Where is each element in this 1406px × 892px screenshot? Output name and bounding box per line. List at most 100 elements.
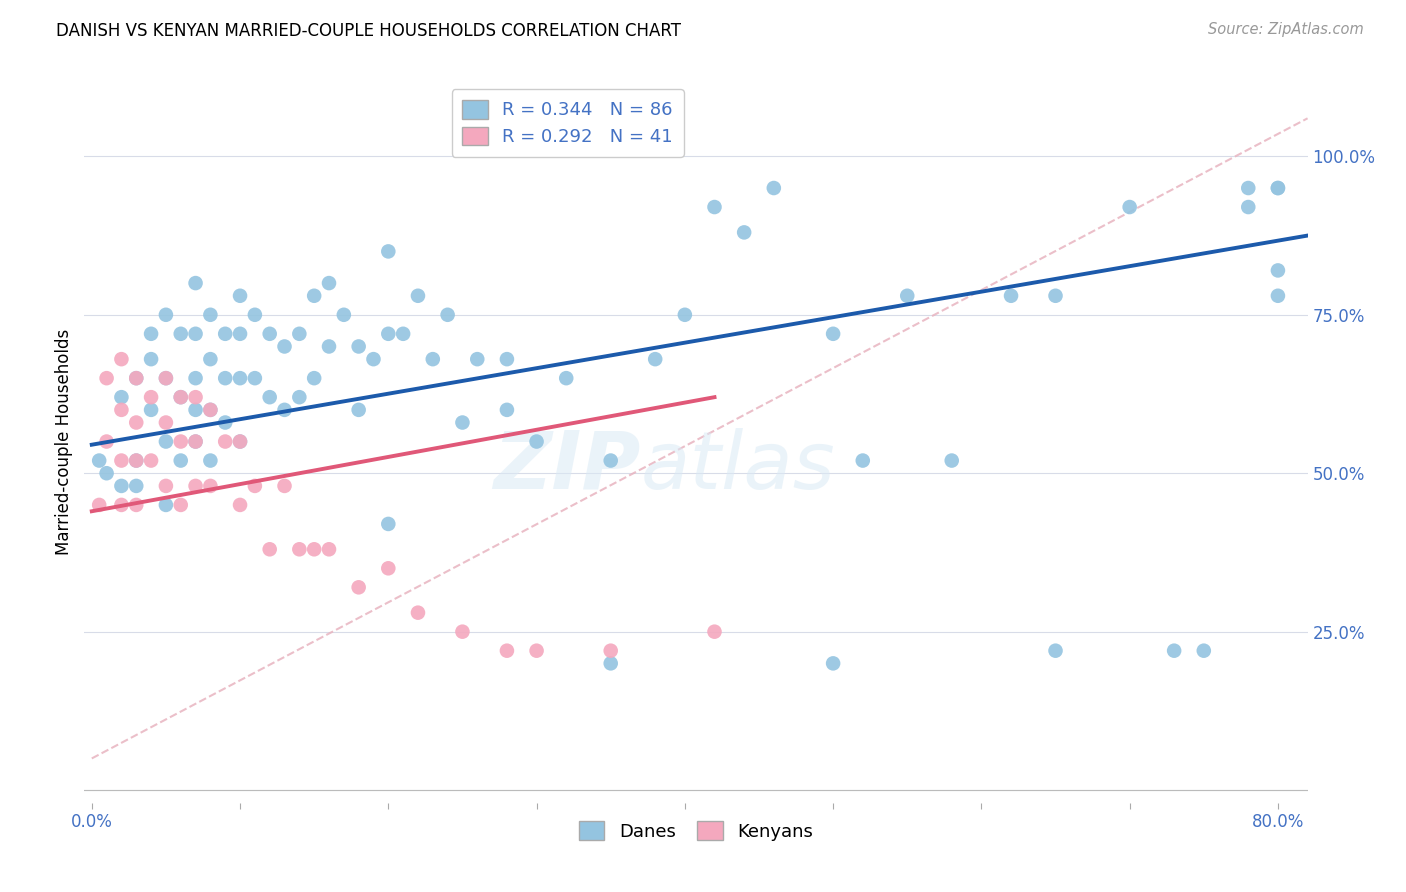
Text: atlas: atlas [641, 428, 835, 506]
Point [941, 453, 963, 467]
Point [347, 580, 370, 594]
Point [1163, 643, 1185, 657]
Text: Source: ZipAtlas.com: Source: ZipAtlas.com [1208, 22, 1364, 37]
Point [465, 352, 488, 367]
Point [155, 498, 177, 512]
Point [363, 352, 385, 367]
Point [318, 542, 340, 557]
Point [1045, 289, 1067, 303]
Point [200, 402, 222, 417]
Point [555, 371, 578, 385]
Point [139, 326, 162, 341]
Point [1267, 289, 1289, 303]
Point [110, 352, 132, 367]
Point [229, 326, 252, 341]
Point [377, 244, 399, 259]
Point [229, 289, 252, 303]
Point [170, 390, 193, 404]
Point [139, 453, 162, 467]
Point [318, 276, 340, 290]
Point [200, 308, 222, 322]
Point [110, 453, 132, 467]
Point [170, 390, 193, 404]
Point [96, 434, 118, 449]
Point [496, 352, 519, 367]
Point [243, 371, 266, 385]
Point [644, 352, 666, 367]
Point [526, 434, 548, 449]
Legend: Danes, Kenyans: Danes, Kenyans [572, 814, 820, 848]
Point [125, 479, 148, 493]
Point [184, 371, 207, 385]
Point [406, 606, 429, 620]
Point [259, 390, 281, 404]
Point [184, 402, 207, 417]
Point [200, 352, 222, 367]
Point [451, 624, 474, 639]
Point [288, 390, 311, 404]
Point [139, 352, 162, 367]
Point [214, 326, 236, 341]
Point [302, 542, 325, 557]
Point [436, 308, 458, 322]
Point [599, 453, 621, 467]
Point [125, 371, 148, 385]
Point [214, 434, 236, 449]
Point [1237, 181, 1260, 195]
Point [243, 308, 266, 322]
Point [184, 434, 207, 449]
Point [852, 453, 875, 467]
Point [333, 308, 356, 322]
Point [599, 643, 621, 657]
Point [110, 479, 132, 493]
Point [125, 416, 148, 430]
Point [139, 390, 162, 404]
Point [1267, 263, 1289, 277]
Text: ZIP: ZIP [494, 428, 641, 506]
Point [184, 276, 207, 290]
Point [89, 453, 111, 467]
Point [302, 371, 325, 385]
Point [170, 453, 193, 467]
Point [392, 326, 415, 341]
Point [229, 371, 252, 385]
Point [703, 624, 725, 639]
Point [288, 542, 311, 557]
Point [243, 479, 266, 493]
Point [200, 402, 222, 417]
Point [155, 371, 177, 385]
Point [170, 498, 193, 512]
Point [229, 434, 252, 449]
Point [155, 371, 177, 385]
Point [170, 326, 193, 341]
Point [273, 402, 295, 417]
Point [184, 390, 207, 404]
Point [1267, 181, 1289, 195]
Point [200, 479, 222, 493]
Point [170, 434, 193, 449]
Point [1045, 643, 1067, 657]
Point [184, 479, 207, 493]
Point [496, 402, 519, 417]
Point [823, 657, 845, 671]
Point [229, 498, 252, 512]
Point [673, 308, 696, 322]
Point [139, 402, 162, 417]
Point [1000, 289, 1022, 303]
Point [422, 352, 444, 367]
Point [377, 516, 399, 531]
Point [318, 339, 340, 353]
Point [1237, 200, 1260, 214]
Point [288, 326, 311, 341]
Point [214, 416, 236, 430]
Point [273, 479, 295, 493]
Point [110, 402, 132, 417]
Y-axis label: Married-couple Households: Married-couple Households [55, 328, 73, 555]
Point [110, 390, 132, 404]
Point [200, 453, 222, 467]
Point [451, 416, 474, 430]
Point [526, 643, 548, 657]
Point [733, 226, 755, 240]
Point [703, 200, 725, 214]
Point [214, 371, 236, 385]
